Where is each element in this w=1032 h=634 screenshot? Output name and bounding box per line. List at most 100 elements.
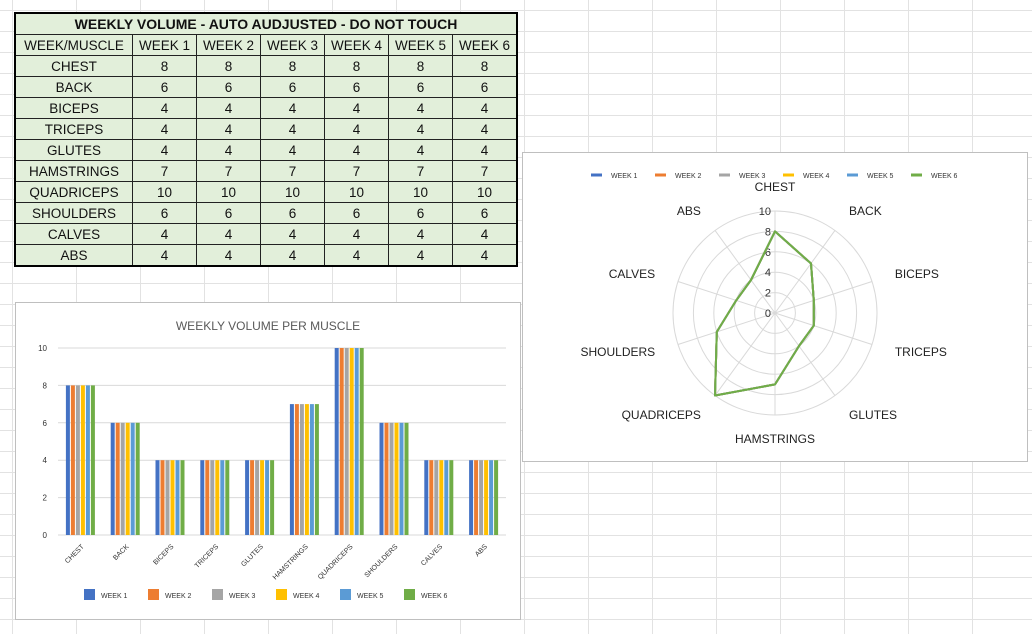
table-title-row: WEEKLY VOLUME - AUTO AUDJUSTED - DO NOT … [14, 12, 518, 35]
volume-cell[interactable]: 4 [132, 139, 197, 161]
volume-cell[interactable]: 4 [388, 139, 453, 161]
muscle-cell[interactable]: TRICEPS [14, 118, 133, 140]
axis-category-label: GLUTES [849, 408, 897, 422]
volume-cell[interactable]: 4 [324, 223, 389, 245]
volume-cell[interactable]: 4 [260, 97, 325, 119]
volume-cell[interactable]: 6 [132, 76, 197, 98]
volume-cell[interactable]: 8 [452, 55, 518, 77]
volume-cell[interactable]: 4 [452, 118, 518, 140]
volume-cell[interactable]: 4 [324, 139, 389, 161]
volume-cell[interactable]: 4 [388, 223, 453, 245]
volume-cell[interactable]: 4 [260, 244, 325, 267]
r-tick-label: 6 [765, 247, 771, 259]
muscle-cell[interactable]: CALVES [14, 223, 133, 245]
volume-cell[interactable]: 8 [388, 55, 453, 77]
volume-cell[interactable]: 7 [324, 160, 389, 182]
volume-cell[interactable]: 8 [196, 55, 261, 77]
volume-cell[interactable]: 4 [324, 118, 389, 140]
volume-cell[interactable]: 10 [132, 181, 197, 203]
bar [384, 422, 389, 535]
volume-cell[interactable]: 4 [196, 139, 261, 161]
column-header[interactable]: WEEK 2 [196, 34, 261, 56]
r-tick-label: 4 [765, 267, 771, 279]
volume-cell[interactable]: 8 [324, 55, 389, 77]
column-header[interactable]: WEEK/MUSCLE [14, 34, 133, 56]
legend-label: WEEK 3 [739, 173, 766, 180]
volume-cell[interactable]: 6 [196, 202, 261, 224]
volume-cell[interactable]: 6 [132, 202, 197, 224]
radar-chart[interactable]: WEEK 1 WEEK 2 WEEK 3 WEEK 4 WEEK 5 WEEK 6 0 2 4 6… [522, 152, 1028, 462]
volume-cell[interactable]: 8 [260, 55, 325, 77]
volume-cell[interactable]: 4 [196, 223, 261, 245]
volume-cell[interactable]: 7 [388, 160, 453, 182]
axis-category-label: BICEPS [895, 267, 939, 281]
x-tick-label: ABS [474, 543, 489, 558]
volume-cell[interactable]: 7 [196, 160, 261, 182]
muscle-cell[interactable]: BICEPS [14, 97, 133, 119]
volume-cell[interactable]: 4 [132, 223, 197, 245]
bar [344, 348, 349, 535]
table-title[interactable]: WEEKLY VOLUME - AUTO AUDJUSTED - DO NOT … [14, 12, 518, 35]
volume-cell[interactable]: 10 [452, 181, 518, 203]
volume-cell[interactable]: 4 [324, 97, 389, 119]
volume-cell[interactable]: 10 [324, 181, 389, 203]
volume-cell[interactable]: 4 [452, 139, 518, 161]
volume-cell[interactable]: 4 [196, 118, 261, 140]
volume-cell[interactable]: 6 [324, 202, 389, 224]
column-header[interactable]: WEEK 3 [260, 34, 325, 56]
y-tick-label: 10 [38, 344, 47, 353]
volume-cell[interactable]: 4 [260, 139, 325, 161]
volume-cell[interactable]: 6 [324, 76, 389, 98]
weekly-volume-table: WEEKLY VOLUME - AUTO AUDJUSTED - DO NOT … [14, 12, 518, 267]
muscle-cell[interactable]: HAMSTRINGS [14, 160, 133, 182]
legend-label: WEEK 1 [101, 593, 128, 600]
volume-cell[interactable]: 4 [196, 244, 261, 267]
volume-cell[interactable]: 4 [132, 118, 197, 140]
column-header[interactable]: WEEK 4 [324, 34, 389, 56]
volume-cell[interactable]: 7 [260, 160, 325, 182]
volume-cell[interactable]: 6 [260, 76, 325, 98]
volume-cell[interactable]: 4 [388, 97, 453, 119]
volume-cell[interactable]: 10 [388, 181, 453, 203]
volume-cell[interactable]: 4 [260, 223, 325, 245]
volume-cell[interactable]: 4 [452, 244, 518, 267]
volume-cell[interactable]: 4 [324, 244, 389, 267]
bar [115, 422, 120, 535]
column-header[interactable]: WEEK 5 [388, 34, 453, 56]
volume-cell[interactable]: 10 [196, 181, 261, 203]
table-row: CALVES 4 4 4 4 4 4 [14, 223, 518, 245]
volume-cell[interactable]: 4 [388, 118, 453, 140]
column-header[interactable]: WEEK 1 [132, 34, 197, 56]
column-header[interactable]: WEEK 6 [452, 34, 518, 56]
volume-cell[interactable]: 6 [452, 76, 518, 98]
bar [70, 385, 75, 535]
muscle-cell[interactable]: QUADRICEPS [14, 181, 133, 203]
muscle-cell[interactable]: GLUTES [14, 139, 133, 161]
volume-cell[interactable]: 4 [196, 97, 261, 119]
volume-cell[interactable]: 6 [388, 202, 453, 224]
muscle-cell[interactable]: BACK [14, 76, 133, 98]
volume-cell[interactable]: 4 [260, 118, 325, 140]
bar [175, 460, 180, 535]
bar-chart[interactable]: WEEKLY VOLUME PER MUSCLE 0 2 4 6 8 10 CHEST BACK… [15, 302, 521, 620]
volume-cell[interactable]: 6 [260, 202, 325, 224]
volume-cell[interactable]: 4 [388, 244, 453, 267]
volume-cell[interactable]: 7 [132, 160, 197, 182]
muscle-cell[interactable]: ABS [14, 244, 133, 267]
volume-cell[interactable]: 6 [452, 202, 518, 224]
volume-cell[interactable]: 7 [452, 160, 518, 182]
spoke [774, 230, 836, 314]
r-tick-label: 10 [759, 206, 771, 218]
volume-cell[interactable]: 4 [132, 244, 197, 267]
bar [489, 460, 494, 535]
volume-cell[interactable]: 10 [260, 181, 325, 203]
volume-cell[interactable]: 6 [388, 76, 453, 98]
volume-cell[interactable]: 4 [452, 223, 518, 245]
volume-cell[interactable]: 4 [452, 97, 518, 119]
muscle-cell[interactable]: CHEST [14, 55, 133, 77]
volume-cell[interactable]: 4 [132, 97, 197, 119]
volume-cell[interactable]: 8 [132, 55, 197, 77]
volume-cell[interactable]: 6 [196, 76, 261, 98]
muscle-cell[interactable]: SHOULDERS [14, 202, 133, 224]
bar [314, 404, 319, 535]
